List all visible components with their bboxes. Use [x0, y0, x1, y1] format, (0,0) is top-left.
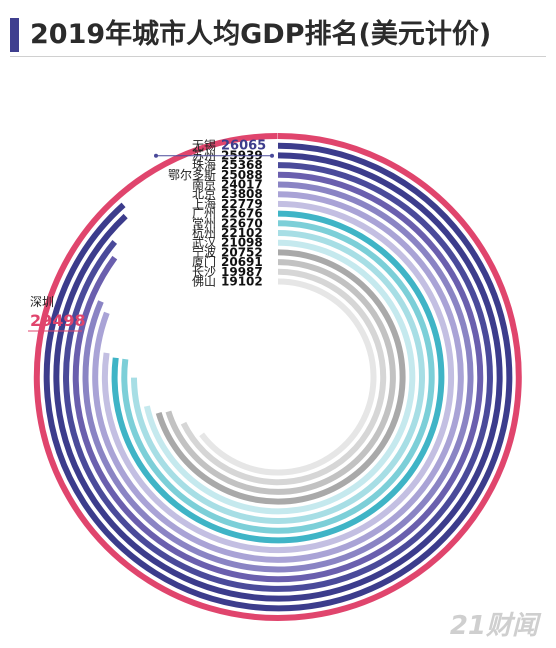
value-label: 25088 — [221, 168, 263, 182]
arc-南京 — [82, 181, 474, 573]
city-label: 北京 — [192, 187, 216, 201]
arc-宁波 — [155, 249, 406, 505]
arc-杭州 — [131, 230, 425, 524]
city-label: 厦门 — [192, 254, 216, 269]
arc-无锡 — [43, 142, 513, 612]
city-label: 南京 — [192, 177, 216, 192]
title-accent-bar — [10, 18, 19, 52]
title-divider — [10, 56, 546, 57]
arc-深圳 — [33, 133, 522, 621]
city-label: 广州 — [192, 207, 216, 221]
value-label: 20691 — [221, 255, 263, 269]
leader-dot — [270, 153, 274, 158]
watermark-logo: 21财闻 — [449, 611, 538, 641]
value-label: 22676 — [221, 207, 263, 221]
city-label: 佛山 — [192, 275, 216, 289]
arc-长沙 — [180, 268, 387, 486]
arc-北京 — [92, 191, 464, 563]
value-label: 21098 — [221, 236, 263, 250]
arc-上海 — [101, 200, 455, 554]
arc-佛山 — [199, 278, 377, 476]
value-label: 26065 — [221, 139, 266, 154]
city-label: 杭州 — [192, 225, 216, 240]
city-label: 鄂尔多斯 — [168, 167, 216, 182]
arc-常州 — [121, 220, 435, 534]
arc-苏州 — [53, 152, 503, 602]
city-label: 珠海 — [192, 157, 216, 172]
city-label: 武汉 — [192, 236, 216, 250]
value-label: 19102 — [221, 275, 263, 289]
value-label-shenzhen: 29498 — [30, 311, 86, 330]
arc-武汉 — [143, 239, 416, 515]
city-label: 上海 — [192, 196, 216, 211]
city-label: 常州 — [192, 216, 216, 230]
page-title: 2019年城市人均GDP排名(美元计价) — [30, 19, 492, 50]
arc-厦门 — [165, 259, 396, 495]
title-bar: 2019年城市人均GDP排名(美元计价) — [0, 14, 556, 56]
value-label: 20752 — [221, 245, 263, 259]
value-label: 23808 — [221, 187, 263, 201]
arc-鄂尔多斯 — [72, 171, 484, 583]
leader-dot — [154, 153, 158, 158]
arc-珠海 — [63, 162, 493, 592]
value-label: 22670 — [221, 216, 263, 230]
value-label: 22779 — [221, 197, 263, 211]
arc-广州 — [111, 210, 445, 544]
city-label: 无锡 — [192, 138, 216, 153]
value-label: 22102 — [221, 226, 263, 240]
value-label: 19987 — [221, 265, 263, 279]
city-label: 长沙 — [192, 265, 216, 279]
city-label: 宁波 — [192, 244, 216, 259]
city-label-shenzhen: 深圳 — [30, 295, 54, 309]
value-label: 24017 — [221, 178, 263, 192]
value-label: 25368 — [221, 158, 263, 172]
